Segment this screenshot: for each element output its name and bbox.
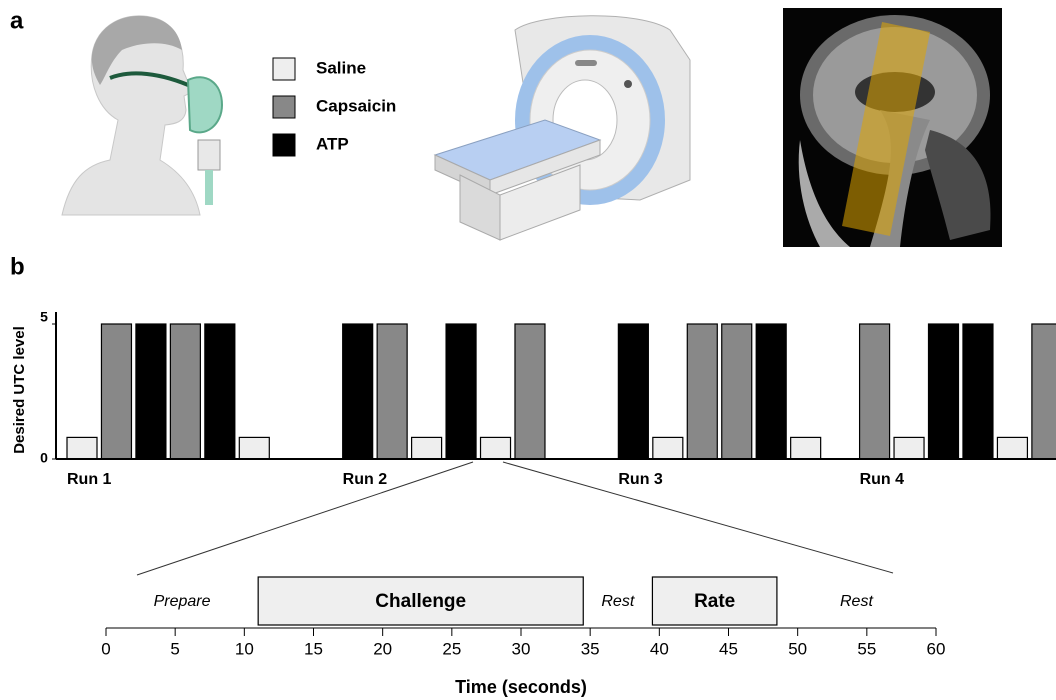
phase-label: Rest — [601, 593, 634, 610]
phase-label: Rate — [694, 591, 735, 612]
bar — [377, 324, 407, 459]
x-axis-label: Time (seconds) — [455, 677, 587, 697]
phase-label: Challenge — [375, 591, 466, 612]
x-tick-label: 20 — [373, 639, 392, 658]
mri-illustration — [435, 16, 690, 240]
x-tick-label: 10 — [235, 639, 254, 658]
legend-swatch — [273, 134, 295, 156]
legend-swatch — [273, 96, 295, 118]
bar — [997, 437, 1027, 459]
bar — [963, 324, 993, 459]
bar — [791, 437, 821, 459]
bar — [687, 324, 717, 459]
phase-label: Prepare — [154, 593, 211, 610]
bar — [1032, 324, 1056, 459]
bar — [481, 437, 511, 459]
figure: a b SalineCapsaicinATP05Desired UTC l — [0, 0, 1056, 700]
x-tick-label: 25 — [442, 639, 461, 658]
zoom-line — [137, 462, 473, 575]
bar — [239, 437, 269, 459]
bar — [515, 324, 545, 459]
run-label: Run 4 — [860, 471, 905, 488]
run-label: Run 2 — [343, 471, 388, 488]
x-tick-label: 45 — [719, 639, 738, 658]
x-tick-label: 40 — [650, 639, 669, 658]
x-tick-label: 30 — [512, 639, 531, 658]
bar — [929, 324, 959, 459]
panel-label: a — [10, 7, 24, 34]
brain-mri-image — [783, 8, 1002, 247]
bar — [101, 324, 131, 459]
page: a b SalineCapsaicinATP05Desired UTC l — [0, 0, 1056, 700]
legend-swatch — [273, 58, 295, 80]
bar — [205, 324, 235, 459]
bar — [170, 324, 200, 459]
phase-label: Rest — [840, 593, 873, 610]
bar — [860, 324, 890, 459]
bar — [618, 324, 648, 459]
bar — [343, 324, 373, 459]
x-tick-label: 15 — [304, 639, 323, 658]
run-label: Run 3 — [618, 471, 663, 488]
legend-label: Saline — [316, 58, 366, 77]
y-tick-label: 0 — [40, 450, 48, 466]
x-tick-label: 60 — [927, 639, 946, 658]
bar — [67, 437, 97, 459]
zoom-line — [503, 462, 893, 573]
x-tick-label: 5 — [170, 639, 179, 658]
y-tick-label: 5 — [40, 309, 48, 325]
bar — [412, 437, 442, 459]
x-tick-label: 55 — [857, 639, 876, 658]
bar — [446, 324, 476, 459]
bar — [756, 324, 786, 459]
x-tick-label: 35 — [581, 639, 600, 658]
panel-label: b — [10, 253, 25, 280]
bar — [722, 324, 752, 459]
legend-label: Capsaicin — [316, 96, 396, 115]
x-tick-label: 0 — [101, 639, 110, 658]
bar — [653, 437, 683, 459]
bar — [894, 437, 924, 459]
legend-label: ATP — [316, 134, 349, 153]
x-tick-label: 50 — [788, 639, 807, 658]
run-label: Run 1 — [67, 471, 112, 488]
bar — [136, 324, 166, 459]
person-illustration — [62, 16, 222, 215]
y-axis-label: Desired UTC level — [11, 326, 28, 454]
